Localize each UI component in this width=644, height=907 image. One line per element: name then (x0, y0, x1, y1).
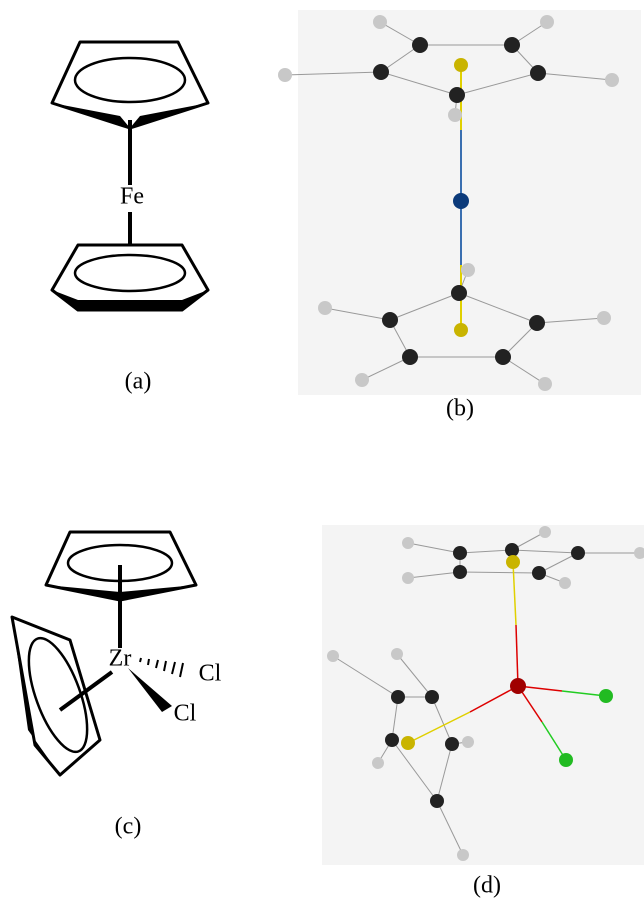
atom-label: Zr (109, 646, 132, 672)
ferrocene-sketch: Fe (52, 42, 208, 310)
atom-label: Cl (199, 661, 222, 687)
panel-label: (b) (446, 396, 474, 422)
atom-label: Cl (174, 701, 197, 727)
zirconocene-sketch: Zr Cl Cl (12, 532, 222, 775)
panel-label: (a) (125, 369, 152, 395)
figure: Fe (a) (0, 0, 644, 907)
zirconocene-model (322, 525, 644, 865)
atom-label: Fe (120, 184, 144, 210)
panel-label: (d) (473, 873, 501, 899)
ferrocene-model (278, 10, 641, 395)
panel-label: (c) (115, 814, 142, 840)
